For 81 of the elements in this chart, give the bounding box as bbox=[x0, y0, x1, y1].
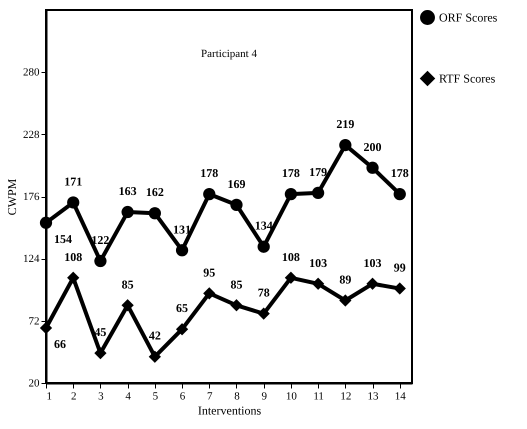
data-label: 122 bbox=[91, 233, 110, 248]
point bbox=[312, 186, 324, 200]
data-label: 65 bbox=[176, 301, 188, 316]
point bbox=[122, 206, 134, 218]
point bbox=[258, 308, 270, 320]
data-label: 134 bbox=[254, 218, 273, 233]
data-label: 179 bbox=[309, 164, 328, 179]
x-tick-label: 9 bbox=[261, 390, 268, 402]
data-label: 103 bbox=[309, 256, 328, 270]
x-tick-label: 6 bbox=[180, 390, 186, 402]
point bbox=[94, 346, 107, 360]
data-label: 45 bbox=[94, 325, 106, 340]
x-axis-title: Interventions bbox=[198, 404, 262, 418]
point bbox=[148, 207, 161, 220]
point bbox=[148, 350, 161, 363]
data-label: 154 bbox=[54, 232, 72, 246]
x-tick-label: 12 bbox=[340, 390, 352, 402]
point bbox=[176, 323, 188, 336]
legend-label: ORF Scores bbox=[439, 10, 498, 24]
y-tick-label: 72 bbox=[28, 315, 40, 328]
point bbox=[366, 278, 379, 290]
x-tick-label: 8 bbox=[234, 390, 240, 402]
x-tick-label: 13 bbox=[368, 390, 380, 402]
data-label: 85 bbox=[122, 277, 134, 292]
point bbox=[339, 294, 352, 307]
point bbox=[67, 272, 80, 284]
point bbox=[284, 272, 298, 284]
point bbox=[339, 138, 352, 152]
data-label: 103 bbox=[364, 256, 382, 270]
data-label: 78 bbox=[258, 286, 270, 300]
x-tick-label: 4 bbox=[125, 390, 132, 402]
x-tick-label: 5 bbox=[152, 390, 159, 402]
data-label: 66 bbox=[54, 337, 66, 352]
data-label: 163 bbox=[118, 184, 137, 198]
point bbox=[394, 188, 406, 200]
point bbox=[284, 188, 298, 200]
data-label: 171 bbox=[64, 174, 82, 188]
point bbox=[176, 244, 188, 256]
data-label: 178 bbox=[282, 166, 300, 180]
x-tick-label: 7 bbox=[207, 390, 214, 402]
point bbox=[40, 322, 52, 334]
point bbox=[40, 216, 52, 229]
y-tick-label: 20 bbox=[28, 378, 40, 390]
point bbox=[230, 198, 243, 211]
point bbox=[258, 240, 270, 253]
x-tick-label: 1 bbox=[46, 390, 52, 402]
data-label: 162 bbox=[146, 185, 164, 200]
data-label: 169 bbox=[227, 176, 246, 191]
data-label: 219 bbox=[336, 117, 354, 132]
data-label: 99 bbox=[394, 260, 406, 275]
data-label: 200 bbox=[364, 140, 382, 154]
y-tick-label: 124 bbox=[23, 253, 40, 266]
x-tick-label: 2 bbox=[70, 390, 76, 402]
data-label: 42 bbox=[148, 328, 161, 343]
data-label: 178 bbox=[200, 166, 218, 180]
y-axis-title: CWPM bbox=[5, 178, 19, 216]
x-tick-label: 14 bbox=[394, 390, 406, 402]
y-tick-label: 228 bbox=[23, 128, 40, 141]
point bbox=[94, 254, 107, 268]
data-label: 131 bbox=[173, 222, 192, 236]
point bbox=[122, 299, 134, 312]
x-tick-label: 10 bbox=[286, 390, 298, 402]
point bbox=[203, 188, 216, 200]
data-label: 95 bbox=[203, 265, 216, 280]
data-label: 108 bbox=[282, 250, 300, 264]
data-label: 108 bbox=[64, 250, 82, 264]
legend-label: RTF Scores bbox=[439, 72, 496, 86]
data-label: 85 bbox=[230, 277, 242, 292]
point bbox=[230, 299, 243, 312]
data-label: 178 bbox=[390, 166, 409, 180]
point bbox=[366, 162, 379, 174]
text: Participant 4 bbox=[201, 48, 258, 60]
y-tick-label: 176 bbox=[23, 191, 40, 203]
y-tick-label: 280 bbox=[23, 66, 40, 79]
x-tick-label: 11 bbox=[313, 390, 324, 402]
point bbox=[312, 278, 324, 290]
x-tick-label: 3 bbox=[98, 390, 104, 402]
point bbox=[67, 196, 80, 209]
point bbox=[394, 282, 406, 295]
data-label: 89 bbox=[339, 272, 352, 287]
point bbox=[203, 287, 216, 300]
